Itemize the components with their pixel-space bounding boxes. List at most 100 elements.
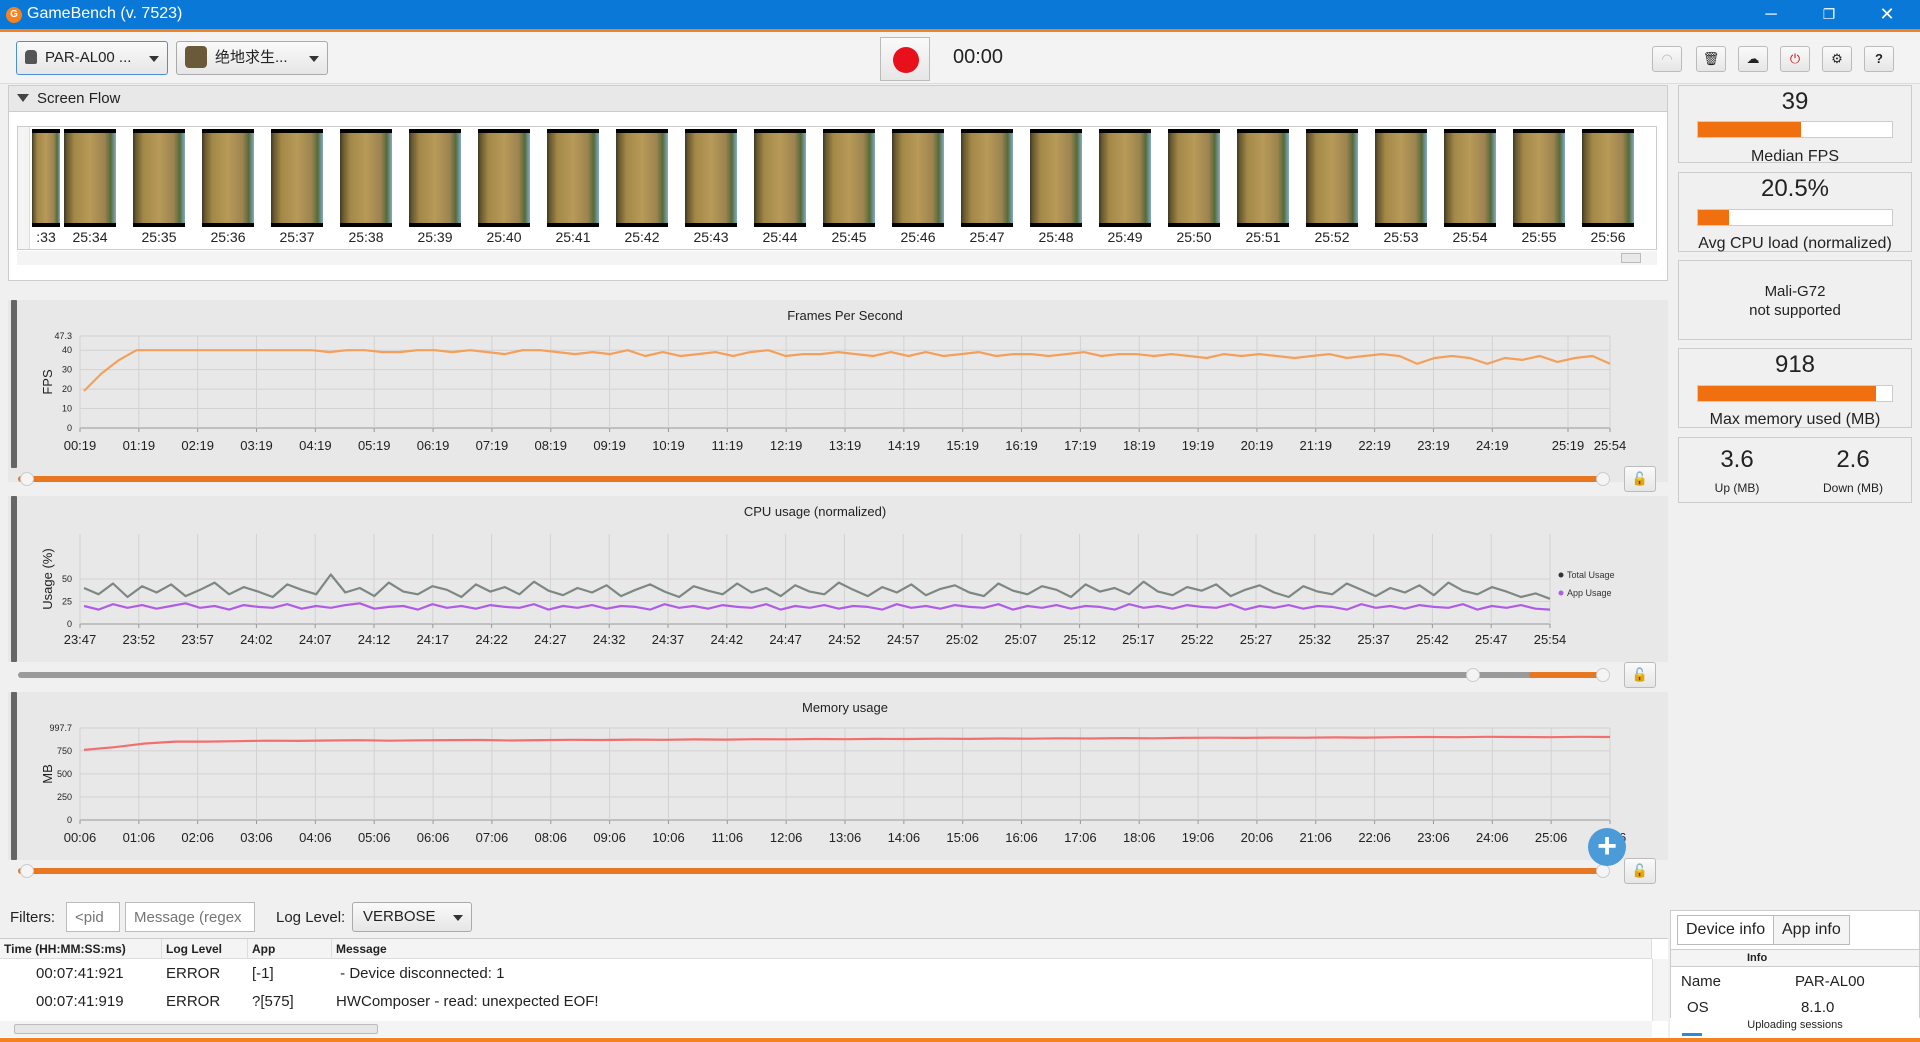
screen-flow-frame[interactable]: 25:51: [1237, 129, 1289, 245]
scrollbar-thumb[interactable]: [1621, 253, 1641, 263]
slider-handle-left[interactable]: [20, 472, 34, 486]
x-tick-label: 24:12: [358, 632, 391, 647]
screen-flow-frame[interactable]: 25:56: [1582, 129, 1634, 245]
screen-flow-frame[interactable]: 25:35: [133, 129, 185, 245]
wifi-icon[interactable]: ◠: [1652, 46, 1682, 72]
lock-icon[interactable]: 🔓: [1624, 662, 1656, 688]
column-header-level[interactable]: Log Level: [162, 939, 248, 959]
screenshot-thumbnail: [616, 129, 668, 227]
x-tick-label: 25:22: [1181, 632, 1214, 647]
vertical-scrollbar[interactable]: [1652, 959, 1668, 1021]
screenshot-thumbnail: [547, 129, 599, 227]
screen-flow-frame[interactable]: 25:41: [547, 129, 599, 245]
column-header-time[interactable]: Time (HH:MM:SS:ms): [0, 939, 162, 959]
screen-flow-frame[interactable]: :33: [32, 129, 60, 245]
y-tick-label: 0: [67, 423, 72, 433]
horizontal-scrollbar[interactable]: [0, 1021, 1652, 1037]
horizontal-scrollbar[interactable]: [17, 251, 1657, 265]
tab-app-info[interactable]: App info: [1773, 915, 1850, 945]
message-filter-input[interactable]: [125, 902, 255, 932]
screen-flow-frame[interactable]: 25:37: [271, 129, 323, 245]
x-tick-label: 03:06: [240, 830, 273, 845]
app-select[interactable]: 绝地求生...: [176, 41, 328, 75]
screen-flow-frame[interactable]: 25:39: [409, 129, 461, 245]
screen-flow-frame[interactable]: 25:43: [685, 129, 737, 245]
screen-flow-header[interactable]: Screen Flow: [9, 86, 1667, 112]
add-marker-button[interactable]: +: [1588, 828, 1626, 866]
memory-range-slider[interactable]: [18, 868, 1608, 874]
pid-filter-input[interactable]: [66, 902, 120, 932]
vertical-scrollbar[interactable]: [18, 127, 30, 249]
device-select-label: PAR-AL00 ...: [45, 49, 132, 66]
x-tick-label: 24:52: [828, 632, 861, 647]
screen-flow-frame[interactable]: 25:52: [1306, 129, 1358, 245]
x-tick-label: 23:52: [123, 632, 156, 647]
gpu-card: Mali-G72 not supported: [1678, 260, 1912, 340]
avg-cpu-card: 20.5% Avg CPU load (normalized): [1678, 172, 1912, 252]
cloud-upload-icon[interactable]: ☁: [1738, 46, 1768, 72]
screenshot-thumbnail: [961, 129, 1013, 227]
lock-icon[interactable]: 🔓: [1624, 466, 1656, 492]
trash-icon[interactable]: 🗑: [1696, 46, 1726, 72]
screen-flow-frame[interactable]: 25:50: [1168, 129, 1220, 245]
x-tick-label: 10:06: [652, 830, 685, 845]
screen-flow-frame[interactable]: 25:42: [616, 129, 668, 245]
slider-handle-left[interactable]: [20, 864, 34, 878]
log-level-select[interactable]: VERBOSE: [352, 902, 472, 932]
fps-range-slider[interactable]: [18, 476, 1608, 482]
screen-flow-frame[interactable]: 25:34: [64, 129, 116, 245]
frame-timestamp: 25:45: [831, 229, 867, 245]
screen-flow-frame[interactable]: 25:48: [1030, 129, 1082, 245]
tab-device-info[interactable]: Device info: [1677, 915, 1775, 945]
screen-flow-frame[interactable]: 25:45: [823, 129, 875, 245]
chart-title: Memory usage: [802, 700, 888, 715]
slider-handle-left[interactable]: [1466, 668, 1480, 682]
fps-chart: Frames Per Second FPS 47.3 40 30 20 10 0 00:19 01…: [40, 308, 1626, 453]
x-tick-label: 04:06: [299, 830, 332, 845]
help-icon[interactable]: ?: [1864, 46, 1894, 72]
column-header-message[interactable]: Message: [332, 939, 1652, 959]
log-app: ?[575]: [252, 993, 294, 1010]
x-tick-label: 06:06: [417, 830, 450, 845]
x-tick-label: 03:19: [240, 438, 273, 453]
restore-icon[interactable]: ❐: [1822, 6, 1836, 22]
settings-icon[interactable]: ⚙: [1822, 46, 1852, 72]
window-title: GameBench (v. 7523): [27, 5, 183, 22]
close-icon[interactable]: ✕: [1879, 4, 1895, 24]
screen-flow-frame[interactable]: 25:55: [1513, 129, 1565, 245]
screen-flow-frame[interactable]: 25:44: [754, 129, 806, 245]
collapse-icon[interactable]: [17, 94, 29, 102]
screenshot-thumbnail: [1030, 129, 1082, 227]
power-icon[interactable]: ⏻: [1780, 46, 1810, 72]
screen-flow-frame[interactable]: 25:36: [202, 129, 254, 245]
slider-handle-right[interactable]: [1596, 864, 1610, 878]
log-filters: Filters: Log Level: VERBOSE: [0, 900, 1668, 938]
log-level: ERROR: [166, 993, 221, 1010]
toolbar: PAR-AL00 ... 绝地求生... 00:00 ◠ 🗑 ☁ ⏻ ⚙ ?: [0, 32, 1920, 84]
slider-handle-right[interactable]: [1596, 472, 1610, 486]
x-tick-label: 15:19: [946, 438, 979, 453]
screen-flow-frame[interactable]: 25:49: [1099, 129, 1151, 245]
screen-flow-strip[interactable]: :33 25:34 25:35 25:36 25:37 25:38 25:39 25:40 25…: [17, 126, 1657, 250]
record-button[interactable]: [880, 37, 930, 81]
median-fps-card: 39 Median FPS: [1678, 85, 1912, 165]
minimize-icon[interactable]: ─: [1765, 6, 1777, 23]
lock-icon[interactable]: 🔓: [1624, 858, 1656, 884]
screen-flow-frame[interactable]: 25:38: [340, 129, 392, 245]
avg-cpu-value: 20.5%: [1760, 175, 1830, 202]
x-tick-label: 25:37: [1357, 632, 1390, 647]
screen-flow-frame[interactable]: 25:54: [1444, 129, 1496, 245]
cpu-range-slider[interactable]: [18, 672, 1608, 678]
scrollbar-thumb[interactable]: [14, 1024, 378, 1034]
screen-flow-frame[interactable]: 25:46: [892, 129, 944, 245]
info-table-header: Info: [1671, 949, 1919, 967]
screen-flow-frame[interactable]: 25:47: [961, 129, 1013, 245]
column-header-app[interactable]: App: [248, 939, 332, 959]
slider-handle-right[interactable]: [1596, 668, 1610, 682]
screenshot-thumbnail: [685, 129, 737, 227]
device-select[interactable]: PAR-AL00 ...: [16, 41, 168, 75]
screen-flow-frame[interactable]: 25:40: [478, 129, 530, 245]
screenshot-thumbnail: [409, 129, 461, 227]
upload-status-text: Uploading sessions: [1747, 1019, 1843, 1031]
screen-flow-frame[interactable]: 25:53: [1375, 129, 1427, 245]
